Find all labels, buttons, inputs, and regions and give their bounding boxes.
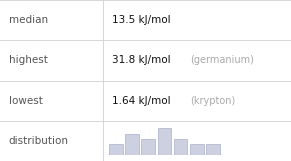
Text: highest: highest [9,55,48,65]
Text: 31.8 kJ/mol: 31.8 kJ/mol [112,55,171,65]
Text: (krypton): (krypton) [191,96,236,106]
Bar [157,128,171,155]
Text: 13.5 kJ/mol: 13.5 kJ/mol [112,15,171,25]
Text: median: median [9,15,48,25]
Text: distribution: distribution [9,136,69,146]
Text: (germanium): (germanium) [191,55,255,65]
Bar [109,144,123,155]
Text: lowest: lowest [9,96,42,106]
Bar [141,139,155,155]
Text: 1.64 kJ/mol: 1.64 kJ/mol [112,96,171,106]
Bar [174,139,187,155]
Bar [125,134,139,155]
Bar [206,144,220,155]
Bar [190,144,204,155]
